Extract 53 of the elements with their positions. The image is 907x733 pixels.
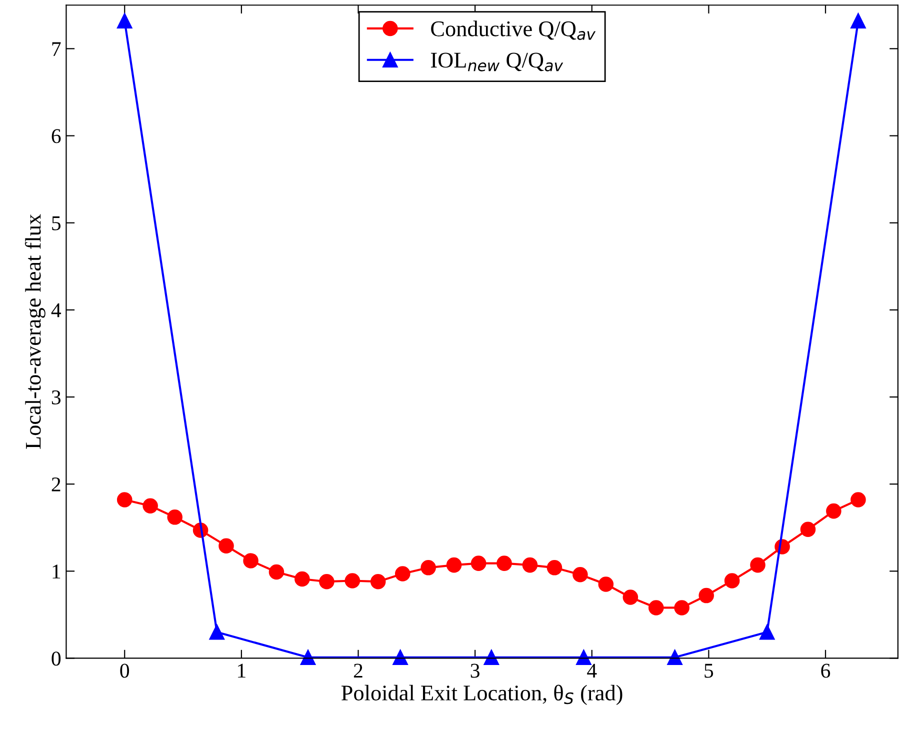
point: [572, 566, 588, 582]
point: [484, 650, 500, 666]
y-tick-label: 2: [52, 478, 60, 492]
point: [648, 600, 664, 616]
point: [243, 553, 258, 568]
point: [167, 510, 182, 525]
x-tick-label: 0: [120, 664, 130, 678]
y-tick-label: 5: [52, 216, 61, 230]
y-tick-label: 0: [52, 652, 61, 666]
x-tick-label: 6: [821, 664, 830, 678]
point: [576, 650, 592, 666]
point: [800, 522, 816, 537]
point: [522, 557, 538, 573]
y-tick-label: 4: [51, 303, 62, 318]
point: [294, 571, 310, 587]
point: [394, 566, 410, 582]
x-axis-title: Poloidal Exit Location, θ$_{S}$ (rad): [341, 684, 622, 706]
point: [142, 498, 158, 514]
point: [268, 564, 284, 580]
y-axis-title: Local-to-average heat flux: [24, 214, 46, 449]
point: [420, 560, 436, 576]
point: [319, 574, 334, 590]
point: [116, 13, 132, 28]
point: [750, 557, 766, 573]
y-tick-label: 1: [52, 564, 60, 578]
point: [759, 624, 775, 640]
point: [698, 588, 714, 604]
point: [496, 556, 512, 571]
point: [622, 590, 638, 605]
x-tick-label: 4: [587, 664, 597, 678]
y-tick-label: 7: [52, 42, 61, 56]
point: [724, 573, 740, 588]
point: [674, 600, 690, 616]
point: [850, 13, 866, 28]
point: [826, 503, 842, 519]
y-tick-label: 6: [52, 129, 61, 144]
point: [546, 560, 562, 576]
point: [209, 624, 225, 640]
point: [850, 492, 866, 508]
x-tick-label: 1: [238, 664, 246, 678]
point: [116, 492, 132, 508]
x-tick-label: 5: [704, 664, 714, 678]
point: [370, 574, 386, 590]
x-tick-label: 3: [470, 664, 480, 678]
point: [446, 557, 462, 573]
point: [598, 576, 614, 592]
legend-label: IOL$_{new}$ Q/Q$_{av}$: [430, 52, 564, 72]
point: [344, 573, 360, 588]
x-tick-label: 2: [354, 664, 362, 678]
point: [470, 556, 486, 571]
legend-label: Conductive Q/Q$_{av}$: [431, 20, 596, 40]
y-tick-label: 3: [52, 390, 61, 404]
point: [218, 538, 234, 554]
